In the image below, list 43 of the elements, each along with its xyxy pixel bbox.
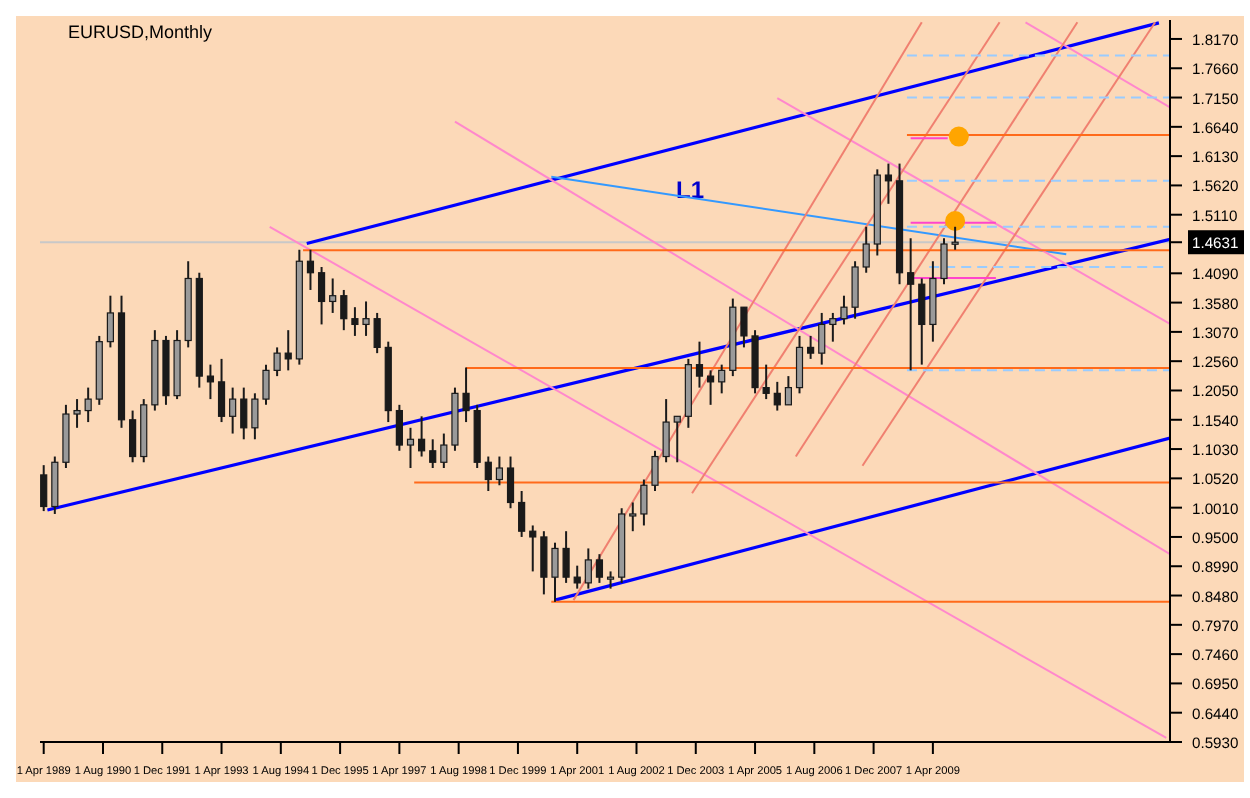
candlestick [884, 162, 893, 205]
candlestick [718, 363, 726, 395]
candlestick [818, 311, 826, 366]
candlestick [695, 340, 704, 389]
candlestick [495, 455, 504, 487]
candlestick [229, 386, 237, 435]
candlestick [862, 225, 870, 274]
candlestick [918, 277, 926, 366]
candlestick [673, 415, 681, 464]
candlestick [518, 489, 526, 538]
candlestick [40, 464, 48, 513]
candlestick [629, 501, 637, 533]
candlestick [395, 403, 403, 452]
candlestick [429, 438, 437, 470]
candlestick [406, 426, 415, 470]
candlestick [106, 294, 114, 349]
candlestick [795, 334, 804, 395]
candlestick [484, 455, 492, 492]
candlestick [306, 248, 315, 291]
candlestick [784, 375, 792, 406]
candlestick [317, 265, 326, 326]
candlestick [240, 386, 248, 441]
candlestick [129, 409, 137, 464]
candlestick [418, 415, 426, 458]
candlestick [595, 553, 604, 584]
candlestick [284, 329, 292, 372]
candlestick [51, 455, 59, 515]
candlestick [762, 363, 770, 401]
candlestick [907, 237, 915, 372]
candlestick [217, 357, 226, 424]
candlestick [440, 432, 448, 470]
candlestick [573, 564, 581, 590]
candlestick [773, 380, 781, 412]
candlestick [584, 547, 592, 590]
candlestick [529, 524, 537, 573]
candlestick [340, 288, 348, 332]
chart-title: EURUSD,Monthly [68, 22, 213, 42]
candlestick [84, 386, 92, 424]
candlestick [329, 277, 337, 314]
candlestick [706, 369, 715, 406]
candlestick [506, 455, 515, 510]
candlestick [807, 334, 815, 360]
candlestick [206, 363, 215, 401]
